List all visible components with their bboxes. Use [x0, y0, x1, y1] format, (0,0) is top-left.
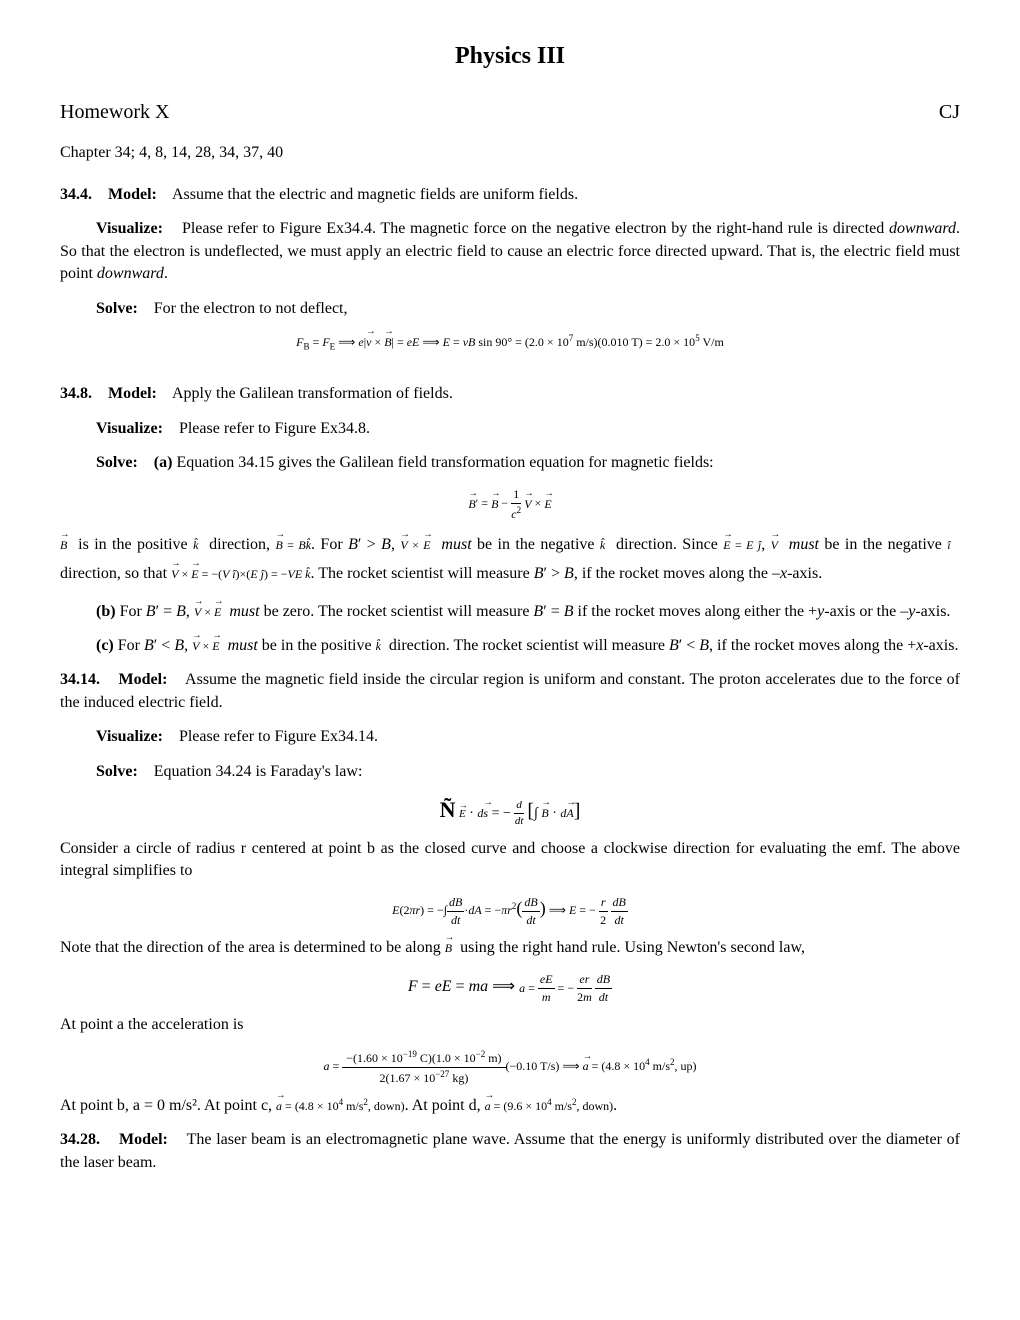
- solve-text: For the electron to not deflect,: [154, 300, 348, 317]
- solve-label: Solve:: [96, 763, 138, 780]
- vis-text: Please refer to Figure Ex34.14.: [179, 728, 378, 745]
- vis-label: Visualize:: [96, 728, 163, 745]
- model-text: The laser beam is an electromagnetic pla…: [60, 1131, 960, 1170]
- p3414-eq2: E(2πr) = −∫dBdt·dA = −πr2(dBdt) ⟹ E = − …: [60, 894, 960, 929]
- vis-label: Visualize:: [96, 220, 163, 237]
- problem-label: 34.28.: [60, 1131, 100, 1148]
- problem-label: 34.14.: [60, 671, 100, 688]
- p3414-para2: Note that the direction of the area is d…: [60, 937, 960, 959]
- p348-model: 34.8. Model: Apply the Galilean transfor…: [60, 383, 960, 405]
- model-label: Model:: [119, 1131, 168, 1148]
- p3428-model: 34.28. Model: The laser beam is an elect…: [60, 1129, 960, 1174]
- page-title: Physics III: [60, 40, 960, 74]
- header-row: Homework X CJ: [60, 98, 960, 126]
- p348-para-b: (b) For B′ = B, V × E must be zero. The …: [96, 601, 960, 623]
- solve-label: Solve:: [96, 454, 138, 471]
- model-label: Model:: [108, 186, 157, 203]
- p3414-model: 34.14. Model: Assume the magnetic field …: [60, 669, 960, 714]
- p3414-solve: Solve: Equation 34.24 is Faraday's law:: [60, 761, 960, 783]
- problem-label: 34.4.: [60, 186, 92, 203]
- p3414-para4: At point b, a = 0 m/s². At point c, a = …: [60, 1095, 960, 1117]
- model-text: Assume that the electric and magnetic fi…: [172, 186, 578, 203]
- p344-eq1: FB = FE ⟹ e|v × B| = eE ⟹ E = vB sin 90°…: [60, 332, 960, 353]
- solve-a: (a): [154, 454, 173, 471]
- vis-text: Please refer to Figure Ex34.8.: [179, 420, 370, 437]
- model-label: Model:: [108, 385, 157, 402]
- p3414-eq1: Ñ E · ds = − ddt [∫ B · dA]: [60, 795, 960, 830]
- vis-label: Visualize:: [96, 420, 163, 437]
- solve-a-text: Equation 34.15 gives the Galilean field …: [172, 454, 713, 471]
- p348-solve-a: Solve: (a) Equation 34.15 gives the Gali…: [60, 452, 960, 474]
- problem-label: 34.8.: [60, 385, 92, 402]
- p348-visualize: Visualize: Please refer to Figure Ex34.8…: [60, 418, 960, 440]
- vis-text: Please refer to Figure Ex34.4. The magne…: [182, 220, 889, 237]
- solve-c: (c): [96, 637, 114, 654]
- p344-model: 34.4. Model: Assume that the electric an…: [60, 184, 960, 206]
- vis-italic1: downward: [889, 220, 956, 237]
- solve-text: Equation 34.24 is Faraday's law:: [154, 763, 363, 780]
- model-label: Model:: [119, 671, 168, 688]
- vis-text3: .: [164, 265, 168, 282]
- p3414-eq3: F = eE = ma ⟹ a = eEm = − er2m dBdt: [60, 971, 960, 1006]
- homework-label: Homework X: [60, 98, 169, 126]
- para4-end: .: [613, 1097, 617, 1114]
- p348-para-a1: B is in the positive k̂ direction, B = B…: [60, 531, 960, 589]
- p3414-visualize: Visualize: Please refer to Figure Ex34.1…: [60, 726, 960, 748]
- p348-eq1: B′ = B − 1c2 V × E: [60, 486, 960, 523]
- p3414-para3: At point a the acceleration is: [60, 1014, 960, 1036]
- p3414-para1: Consider a circle of radius r centered a…: [60, 838, 960, 883]
- p3414-eq4: a = −(1.60 × 10−19 C)(1.0 × 10−2 m)2(1.6…: [60, 1048, 960, 1087]
- model-text: Assume the magnetic field inside the cir…: [60, 671, 960, 710]
- p344-solve: Solve: For the electron to not deflect,: [60, 298, 960, 320]
- model-text: Apply the Galilean transformation of fie…: [172, 385, 453, 402]
- solve-b: (b): [96, 603, 116, 620]
- para4-pre: At point b, a = 0 m/s². At point c,: [60, 1097, 276, 1114]
- p348-para-c: (c) For B′ < B, V × E must be in the pos…: [96, 635, 960, 657]
- author-label: CJ: [939, 98, 960, 126]
- vis-italic2: downward: [97, 265, 164, 282]
- chapter-line: Chapter 34; 4, 8, 14, 28, 34, 37, 40: [60, 142, 960, 164]
- p344-visualize: Visualize: Please refer to Figure Ex34.4…: [60, 218, 960, 285]
- para4-mid: . At point d,: [405, 1097, 485, 1114]
- solve-label: Solve:: [96, 300, 138, 317]
